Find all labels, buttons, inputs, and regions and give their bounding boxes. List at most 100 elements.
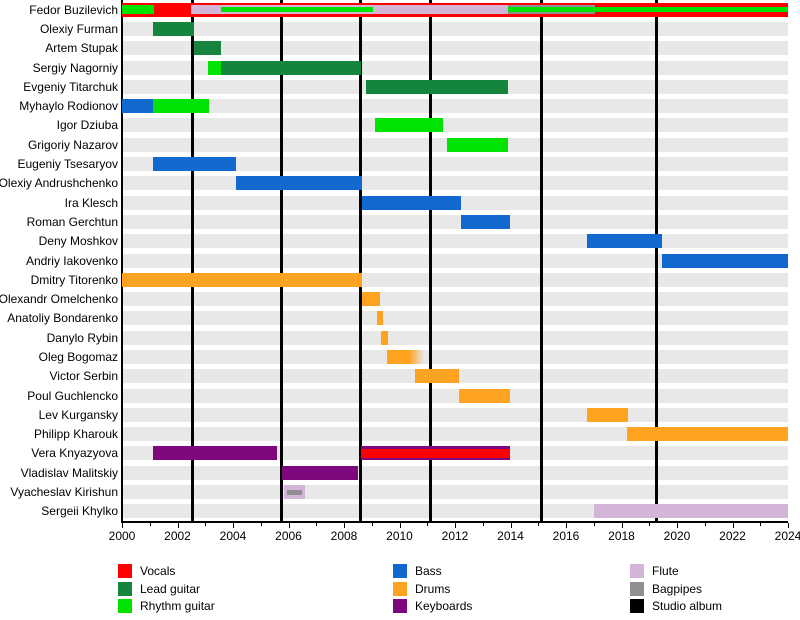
studio-album-line: [280, 0, 284, 521]
bar-flute: [593, 504, 788, 519]
x-axis-tick-label: 2010: [386, 529, 413, 543]
member-name-label: Vyacheslav Kirishun: [10, 485, 118, 500]
member-name-label: Eugeniy Tsesaryov: [17, 157, 119, 172]
legend-swatch-studio-album: [630, 599, 644, 613]
timeline-row-band: [122, 407, 788, 422]
legend-swatch-vocals: [118, 564, 132, 578]
bar-drums: [377, 311, 383, 326]
bar-rhythm-guitar: [208, 60, 221, 75]
member-name-label: Danylo Rybin: [46, 330, 118, 345]
x-axis-minor-tick: [649, 523, 651, 526]
member-name-label: Vladislav Malitskiy: [20, 465, 118, 480]
member-name-label: Artem Stupak: [45, 41, 118, 56]
legend-swatch-lead-guitar: [118, 581, 132, 596]
member-name-label: Victor Serbin: [49, 369, 118, 384]
bar-rhythm-guitar: [122, 5, 154, 15]
timeline-row-band: [122, 427, 788, 442]
x-axis-tick-label: 2006: [275, 529, 302, 543]
x-axis-tick-label: 2002: [164, 529, 191, 543]
timeline-row-band: [122, 176, 788, 191]
bar-drums: [414, 369, 460, 384]
timeline-row-band: [122, 21, 788, 36]
timeline-row-band: [122, 157, 788, 172]
legend-label-bass: Bass: [415, 564, 442, 578]
x-axis-tick-label: 2000: [108, 529, 136, 543]
member-name-label: Sergiy Nagorniy: [32, 60, 118, 75]
bar-lead-guitar: [366, 79, 508, 94]
member-name-label: Evgeniy Titarchuk: [23, 79, 118, 94]
bar-drums: [122, 272, 363, 287]
member-name-label: Fedor Buzilevich: [29, 2, 118, 17]
bar-rhythm-guitar: [446, 137, 508, 152]
bar-drums: [459, 388, 511, 403]
x-axis-major-tick: [510, 523, 512, 528]
x-axis-minor-tick: [704, 523, 706, 526]
x-axis-minor-tick: [538, 523, 540, 526]
x-axis-major-tick: [233, 523, 234, 528]
legend-label-drums: Drums: [415, 581, 451, 596]
bar-drums: [381, 330, 389, 345]
legend-label-lead-guitar: Lead guitar: [140, 581, 201, 596]
x-axis-tick-label: 2018: [608, 529, 635, 543]
member-name-label: Poul Guchlencko: [27, 388, 118, 403]
bar-bass: [122, 99, 153, 114]
member-name-label: Myhaylo Rodionov: [19, 99, 118, 114]
timeline-row-band: [122, 292, 788, 307]
bar-bass: [586, 234, 662, 249]
timeline-row-band: [122, 214, 788, 229]
member-name-label: Lev Kurgansky: [38, 407, 118, 422]
bar-drums: [387, 349, 425, 364]
bar-lead-guitar: [152, 21, 195, 36]
timeline-row-band: [122, 349, 788, 364]
x-axis-minor-tick: [260, 523, 262, 526]
legend-label-flute: Flute: [652, 564, 679, 578]
timeline-row-band: [122, 311, 788, 326]
bar-rhythm-guitar: [507, 7, 788, 13]
x-axis-tick-label: 2004: [219, 529, 247, 543]
timeline-row-band: [122, 118, 788, 133]
member-name-label: Olexiy Andrushchenko: [0, 176, 118, 191]
x-axis-minor-tick: [371, 523, 373, 526]
x-axis-major-tick: [621, 523, 623, 528]
timeline-row-band: [122, 41, 788, 56]
x-axis-minor-tick: [316, 523, 318, 526]
x-axis-major-tick: [288, 523, 290, 528]
x-axis-major-tick: [344, 523, 345, 528]
member-name-label: Olexandr Omelchenko: [0, 292, 118, 307]
bar-bagpipes: [287, 489, 303, 495]
bar-rhythm-guitar: [152, 99, 210, 114]
legend-swatch-bass: [393, 564, 407, 578]
bar-drums: [627, 427, 788, 442]
studio-album-line: [539, 0, 543, 521]
legend-swatch-bagpipes: [630, 581, 644, 596]
x-axis-minor-tick: [593, 523, 595, 526]
member-name-label: Igor Dziuba: [56, 118, 118, 133]
member-name-label: Dmitry Titorenko: [30, 272, 118, 287]
x-axis-tick-label: 2008: [330, 529, 358, 543]
member-name-label: Grigoriy Nazarov: [27, 137, 118, 152]
member-name-label: Roman Gerchtun: [26, 214, 118, 229]
bar-bass: [362, 195, 461, 210]
timeline-row-band: [122, 388, 788, 403]
x-axis-tick-label: 2014: [497, 529, 524, 543]
bar-keyboards: [281, 465, 358, 480]
x-axis-tick-label: 2012: [441, 529, 469, 543]
legend-label-rhythm-guitar: Rhythm guitar: [140, 599, 215, 613]
x-axis-major-tick: [788, 523, 789, 528]
member-name-label: Oleg Bogomaz: [38, 349, 118, 364]
x-axis-minor-tick: [482, 523, 484, 526]
bar-lead-guitar: [220, 60, 361, 75]
member-name-label: Andriy Iakovenko: [25, 253, 118, 268]
legend-label-studio-album: Studio album: [652, 599, 723, 613]
x-axis-baseline: [122, 521, 788, 523]
legend-swatch-rhythm-guitar: [118, 599, 132, 613]
bar-vocals: [360, 448, 511, 458]
timeline-row-band: [122, 99, 788, 114]
member-name-label: Vera Knyazyova: [31, 446, 118, 461]
studio-album-line: [191, 0, 195, 521]
member-name-label: Olexiy Furman: [39, 21, 118, 36]
timeline-row-band: [122, 485, 788, 500]
legend-swatch-flute: [630, 564, 644, 578]
bar-bass: [661, 253, 788, 268]
